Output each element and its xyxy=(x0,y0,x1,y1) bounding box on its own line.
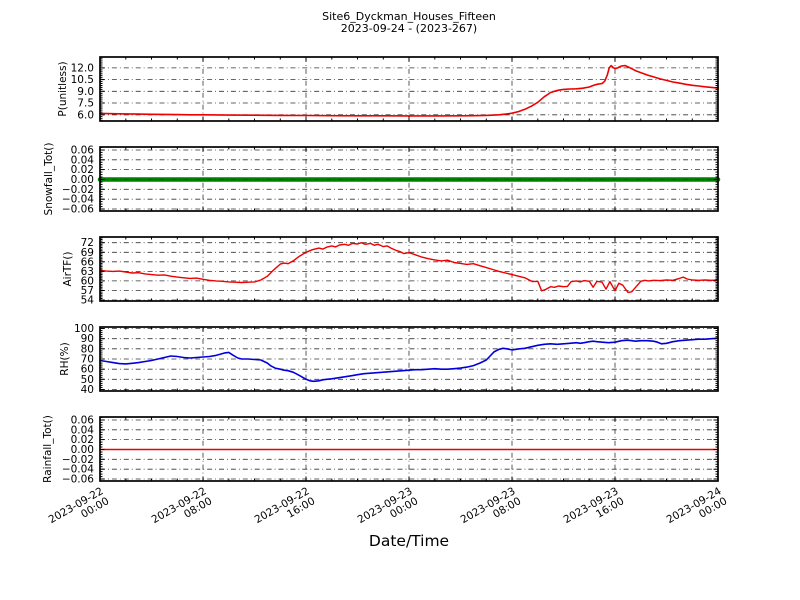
ytick-label: 0.06 xyxy=(71,144,95,156)
panel-p-unitless: 6.07.59.010.512.0P(unitless) xyxy=(57,56,719,122)
ytick-label: −0.02 xyxy=(62,454,94,466)
snowfall-ytick-labels: −0.06−0.04−0.020.000.020.040.06 xyxy=(62,144,94,215)
ytick-label: 60 xyxy=(81,364,94,376)
ytick-label: −0.02 xyxy=(62,184,94,196)
ytick-label: 6.0 xyxy=(77,109,94,121)
ytick-label: 90 xyxy=(81,333,94,345)
ytick-label: 40 xyxy=(81,384,94,396)
rh-ylabel: RH(%) xyxy=(59,342,71,375)
chart-title-line2: 2023-09-24 - (2023-267) xyxy=(340,21,478,35)
xaxis-label: Date/Time xyxy=(368,532,450,550)
rh-ticks xyxy=(99,327,719,391)
airtf-ticks xyxy=(99,237,719,301)
ytick-label: 54 xyxy=(81,295,95,307)
ytick-label: 69 xyxy=(81,247,94,259)
p-unitless-series-line xyxy=(99,64,719,117)
ytick-label: −0.04 xyxy=(62,194,94,206)
snowfall-ylabel: Snowfall_Tot() xyxy=(43,143,55,216)
ytick-label: 0.02 xyxy=(71,434,94,446)
ytick-label: 0.04 xyxy=(71,154,95,166)
ytick-label: 10.5 xyxy=(71,74,94,86)
ytick-label: −0.06 xyxy=(62,204,94,216)
ytick-label: 12.0 xyxy=(71,62,94,74)
ytick-label: 50 xyxy=(81,374,94,386)
ytick-label: 0.00 xyxy=(71,444,94,456)
p-unitless-ytick-labels: 6.07.59.010.512.0 xyxy=(71,62,94,121)
ytick-label: 9.0 xyxy=(77,86,94,98)
airtf-series-line xyxy=(99,241,719,294)
chart-title: Site6_Dyckman_Houses_Fifteen 2023-09-24 … xyxy=(100,11,718,34)
ytick-label: 60 xyxy=(81,275,94,287)
rainfall-ylabel: Rainfall_Tot() xyxy=(42,415,54,483)
rainfall-ticks xyxy=(99,417,719,481)
airtf-vgrid xyxy=(99,237,719,301)
ytick-label: 57 xyxy=(81,285,94,297)
xtick-label: 2023-09-2316:00 xyxy=(562,485,627,536)
ytick-label: 72 xyxy=(81,237,94,249)
xtick-label: 2023-09-2208:00 xyxy=(150,485,215,536)
ytick-label: 0.06 xyxy=(71,414,95,426)
ytick-label: 63 xyxy=(81,266,94,278)
airtf-ylabel: AirTF() xyxy=(62,251,74,286)
ytick-label: −0.06 xyxy=(62,474,94,486)
panel-snowfall: −0.06−0.04−0.020.000.020.040.06 Snowfall_… xyxy=(43,143,721,216)
rh-series-line xyxy=(99,337,719,383)
ytick-label: 100 xyxy=(74,323,94,335)
p-unitless-ticks xyxy=(99,57,719,122)
ytick-label: 0.04 xyxy=(71,424,95,436)
xtick-label: 2023-09-2308:00 xyxy=(459,485,524,536)
p-unitless-vgrid xyxy=(99,57,719,121)
ytick-label: 0.00 xyxy=(71,174,94,186)
chart-title-line1: Site6_Dyckman_Houses_Fifteen xyxy=(322,10,496,23)
xtick-label: 2023-09-2400:00 xyxy=(665,485,730,536)
ytick-label: 7.5 xyxy=(77,98,94,110)
p-unitless-ylabel: P(unitless) xyxy=(57,61,69,116)
panel-rainfall: −0.06−0.04−0.020.000.020.040.06 Rainfall_… xyxy=(42,414,719,486)
xtick-label: 2023-09-2300:00 xyxy=(356,485,421,536)
ytick-label: 70 xyxy=(81,354,94,366)
ytick-label: 66 xyxy=(81,256,95,268)
ytick-label: −0.04 xyxy=(62,464,94,476)
xtick-labels: 2023-09-2200:00 2023-09-2208:00 2023-09-22… xyxy=(47,485,730,536)
snowfall-ticks xyxy=(99,147,719,211)
ytick-label: 80 xyxy=(81,343,94,355)
ytick-label: 0.02 xyxy=(71,164,94,176)
xtick-label: 2023-09-2200:00 xyxy=(47,485,112,536)
rainfall-ytick-labels: −0.06−0.04−0.020.000.020.040.06 xyxy=(62,414,94,485)
xtick-label: 2023-09-2216:00 xyxy=(253,485,318,536)
